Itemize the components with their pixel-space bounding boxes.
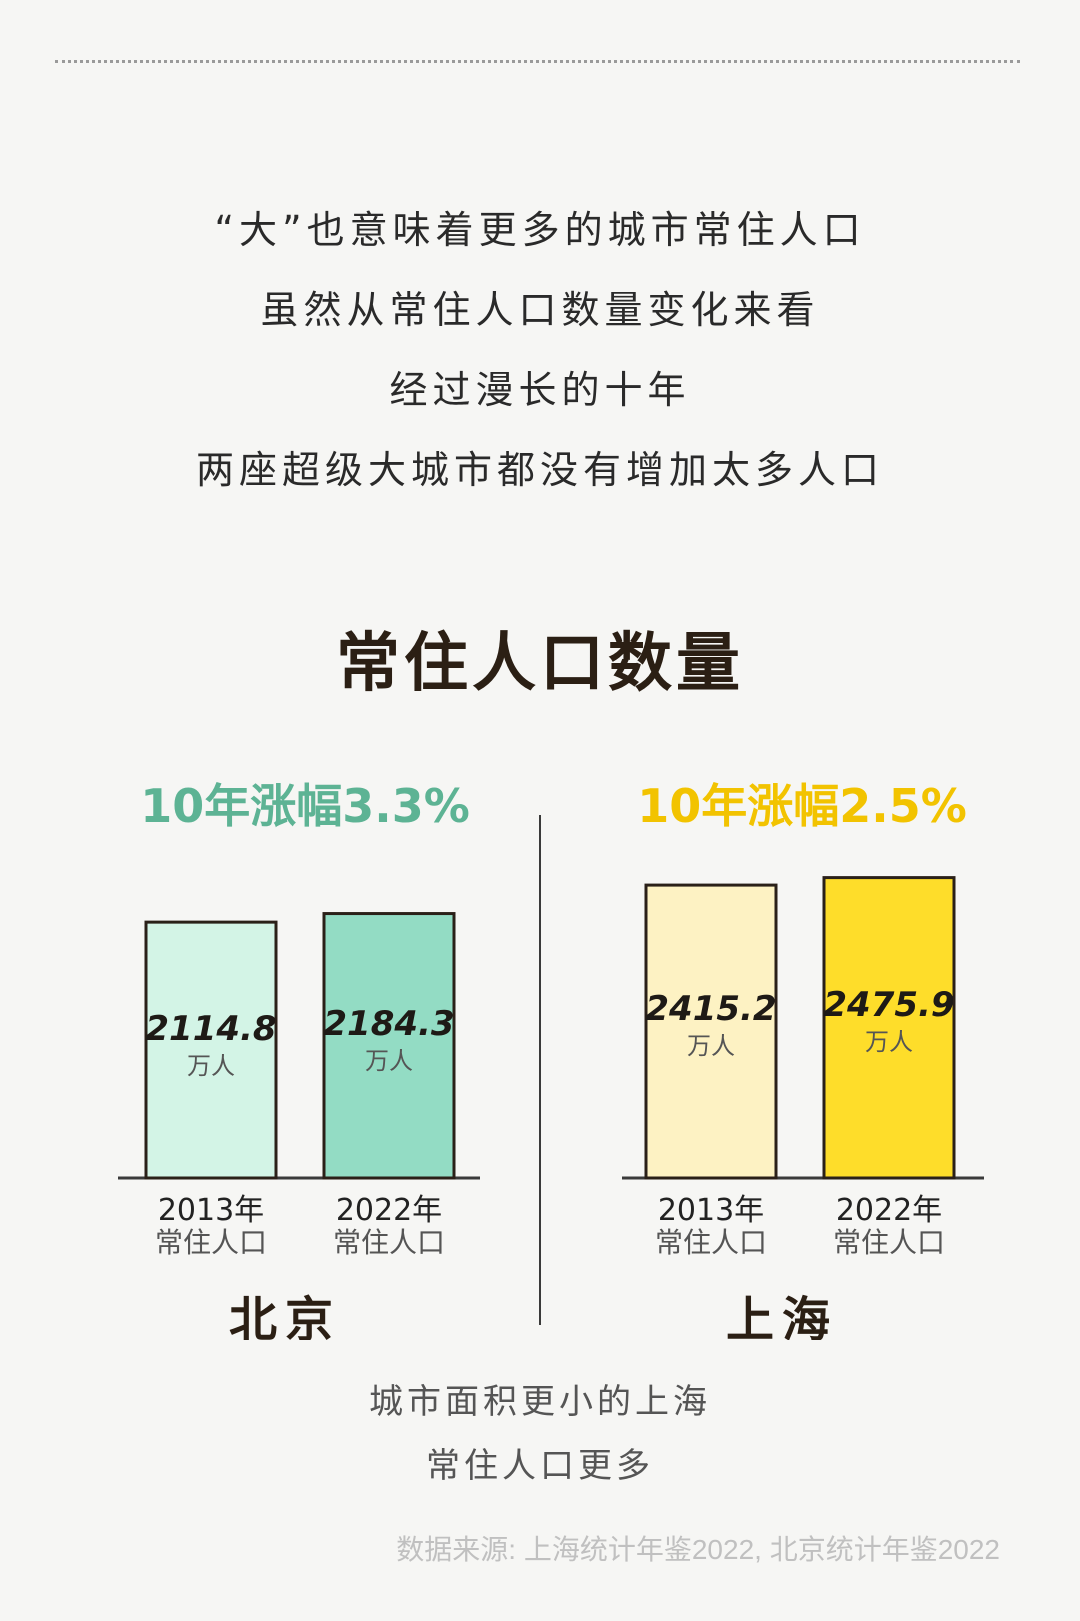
footer-line: 常住人口更多 [426, 1446, 654, 1486]
intro-line: 两座超级大城市都没有增加太多人口 [195, 448, 884, 492]
bar-unit-label: 万人 [865, 1028, 913, 1056]
bar [322, 912, 456, 1180]
panel-divider [539, 815, 541, 1325]
category-sub-label: 常住人口 [655, 1226, 767, 1259]
intro-line: 虽然从常住人口数量变化来看 [260, 288, 820, 332]
category-year-label: 2022年 [336, 1193, 442, 1228]
bar [822, 876, 956, 1180]
growth-label: 10年涨幅3.3% [140, 779, 470, 833]
bar-unit-label: 万人 [365, 1047, 413, 1075]
growth-label: 10年涨幅2.5% [637, 779, 967, 833]
category-year-label: 2022年 [836, 1193, 942, 1228]
category-sub-label: 常住人口 [155, 1226, 267, 1259]
bar-unit-label: 万人 [687, 1032, 735, 1060]
bar-value-label: 2184.3 [323, 1004, 454, 1044]
bar-value-label: 2114.8 [145, 1009, 276, 1049]
chart-title: 常住人口数量 [336, 627, 744, 701]
intro-line: “大”也意味着更多的城市常住人口 [214, 208, 866, 252]
category-sub-label: 常住人口 [333, 1226, 445, 1259]
population-chart: 10年涨幅3.3%2114.8万人2013年常住人口2184.3万人2022年常… [118, 779, 984, 1340]
dotted-separator [55, 60, 1020, 63]
category-year-label: 2013年 [658, 1193, 764, 1228]
bar-value-label: 2475.9 [823, 985, 954, 1025]
category-year-label: 2013年 [158, 1193, 264, 1228]
city-label: 北京 [229, 1292, 341, 1340]
footer-line: 城市面积更小的上海 [369, 1382, 711, 1422]
data-source: 数据来源: 上海统计年鉴2022, 北京统计年鉴2022 [396, 1534, 1000, 1565]
intro-line: 经过漫长的十年 [389, 368, 691, 412]
bar-unit-label: 万人 [187, 1052, 235, 1080]
intro-text: “大”也意味着更多的城市常住人口 虽然从常住人口数量变化来看 经过漫长的十年 两… [0, 190, 1080, 510]
bar-value-label: 2415.2 [645, 989, 776, 1029]
footer-text: 城市面积更小的上海 常住人口更多 [0, 1370, 1080, 1498]
city-label: 上海 [726, 1292, 838, 1340]
bar [644, 883, 778, 1180]
bar [144, 920, 278, 1180]
category-sub-label: 常住人口 [833, 1226, 945, 1259]
